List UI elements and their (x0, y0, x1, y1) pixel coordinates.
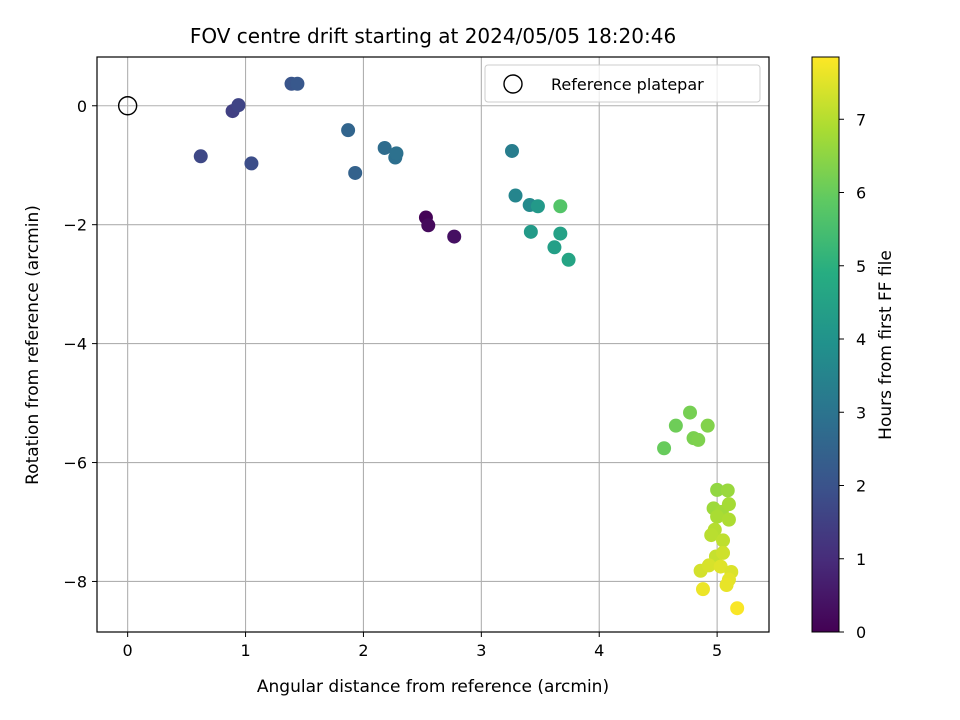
x-tick-label: 5 (712, 641, 722, 660)
data-point (504, 143, 519, 158)
data-point (657, 441, 672, 456)
colorbar-tick-label: 0 (856, 623, 866, 642)
data-point (508, 188, 523, 203)
data-point (721, 497, 736, 512)
y-tick-label: −8 (63, 572, 87, 591)
x-tick-label: 3 (476, 641, 486, 660)
x-axis-ticks: 0 1 2 3 4 5 (123, 632, 722, 660)
data-point (547, 240, 562, 255)
y-axis-label: Rotation from reference (arcmin) (23, 205, 43, 485)
legend-label-reference: Reference platepar (551, 75, 704, 94)
data-points (117, 76, 745, 616)
colorbar (811, 56, 840, 633)
data-point (695, 582, 710, 597)
colorbar-tick-label: 4 (856, 330, 866, 349)
colorbar-label: Hours from first FF file (876, 250, 896, 440)
data-point (691, 432, 706, 447)
data-point (553, 199, 568, 214)
data-point (683, 405, 698, 420)
data-point (710, 509, 725, 524)
data-point (720, 483, 735, 498)
data-point (700, 418, 715, 433)
legend: Reference platepar (484, 64, 761, 103)
colorbar-tick-label: 5 (856, 257, 866, 276)
data-point (716, 533, 731, 548)
data-point (713, 559, 728, 574)
data-point (668, 418, 683, 433)
data-point (244, 156, 259, 171)
data-point (193, 149, 208, 164)
chart-title: FOV centre drift starting at 2024/05/05 … (190, 24, 676, 48)
x-tick-label: 4 (594, 641, 604, 660)
data-point (701, 558, 716, 573)
plot-area-frame (96, 56, 770, 633)
x-tick-label: 0 (123, 641, 133, 660)
colorbar-ticks: 0 1 2 3 4 5 6 7 (839, 110, 866, 642)
data-point (231, 98, 246, 113)
data-point (530, 199, 545, 214)
colorbar-tick-label: 7 (856, 110, 866, 129)
colorbar-tick-label: 6 (856, 184, 866, 203)
data-point (553, 226, 568, 241)
x-axis-label: Angular distance from reference (arcmin) (257, 677, 609, 697)
data-point (389, 146, 404, 161)
x-tick-label: 1 (240, 641, 250, 660)
colorbar-tick-label: 1 (856, 550, 866, 569)
data-point (377, 140, 392, 155)
colorbar-tick-label: 2 (856, 477, 866, 496)
data-point (730, 601, 745, 616)
grid-lines (97, 57, 769, 632)
y-tick-label: 0 (77, 97, 87, 116)
legend-marker-reference (503, 74, 523, 94)
data-point (719, 578, 734, 593)
data-point (447, 229, 462, 244)
reference-platepar-marker (117, 96, 138, 116)
x-tick-label: 2 (358, 641, 368, 660)
data-point (348, 165, 363, 180)
y-tick-label: −6 (63, 454, 87, 473)
data-point (721, 512, 736, 527)
data-point (341, 123, 356, 138)
y-tick-label: −4 (63, 335, 87, 354)
colorbar-tick-label: 3 (856, 403, 866, 422)
data-point (716, 545, 731, 560)
data-point (523, 224, 538, 239)
data-point (561, 252, 576, 267)
data-point (704, 528, 719, 543)
data-point (290, 76, 305, 91)
legend-box (484, 64, 761, 103)
data-point (710, 482, 725, 497)
data-point (421, 218, 436, 233)
y-axis-ticks: 0 −2 −4 −6 −8 (63, 97, 97, 591)
y-tick-label: −2 (63, 216, 87, 235)
